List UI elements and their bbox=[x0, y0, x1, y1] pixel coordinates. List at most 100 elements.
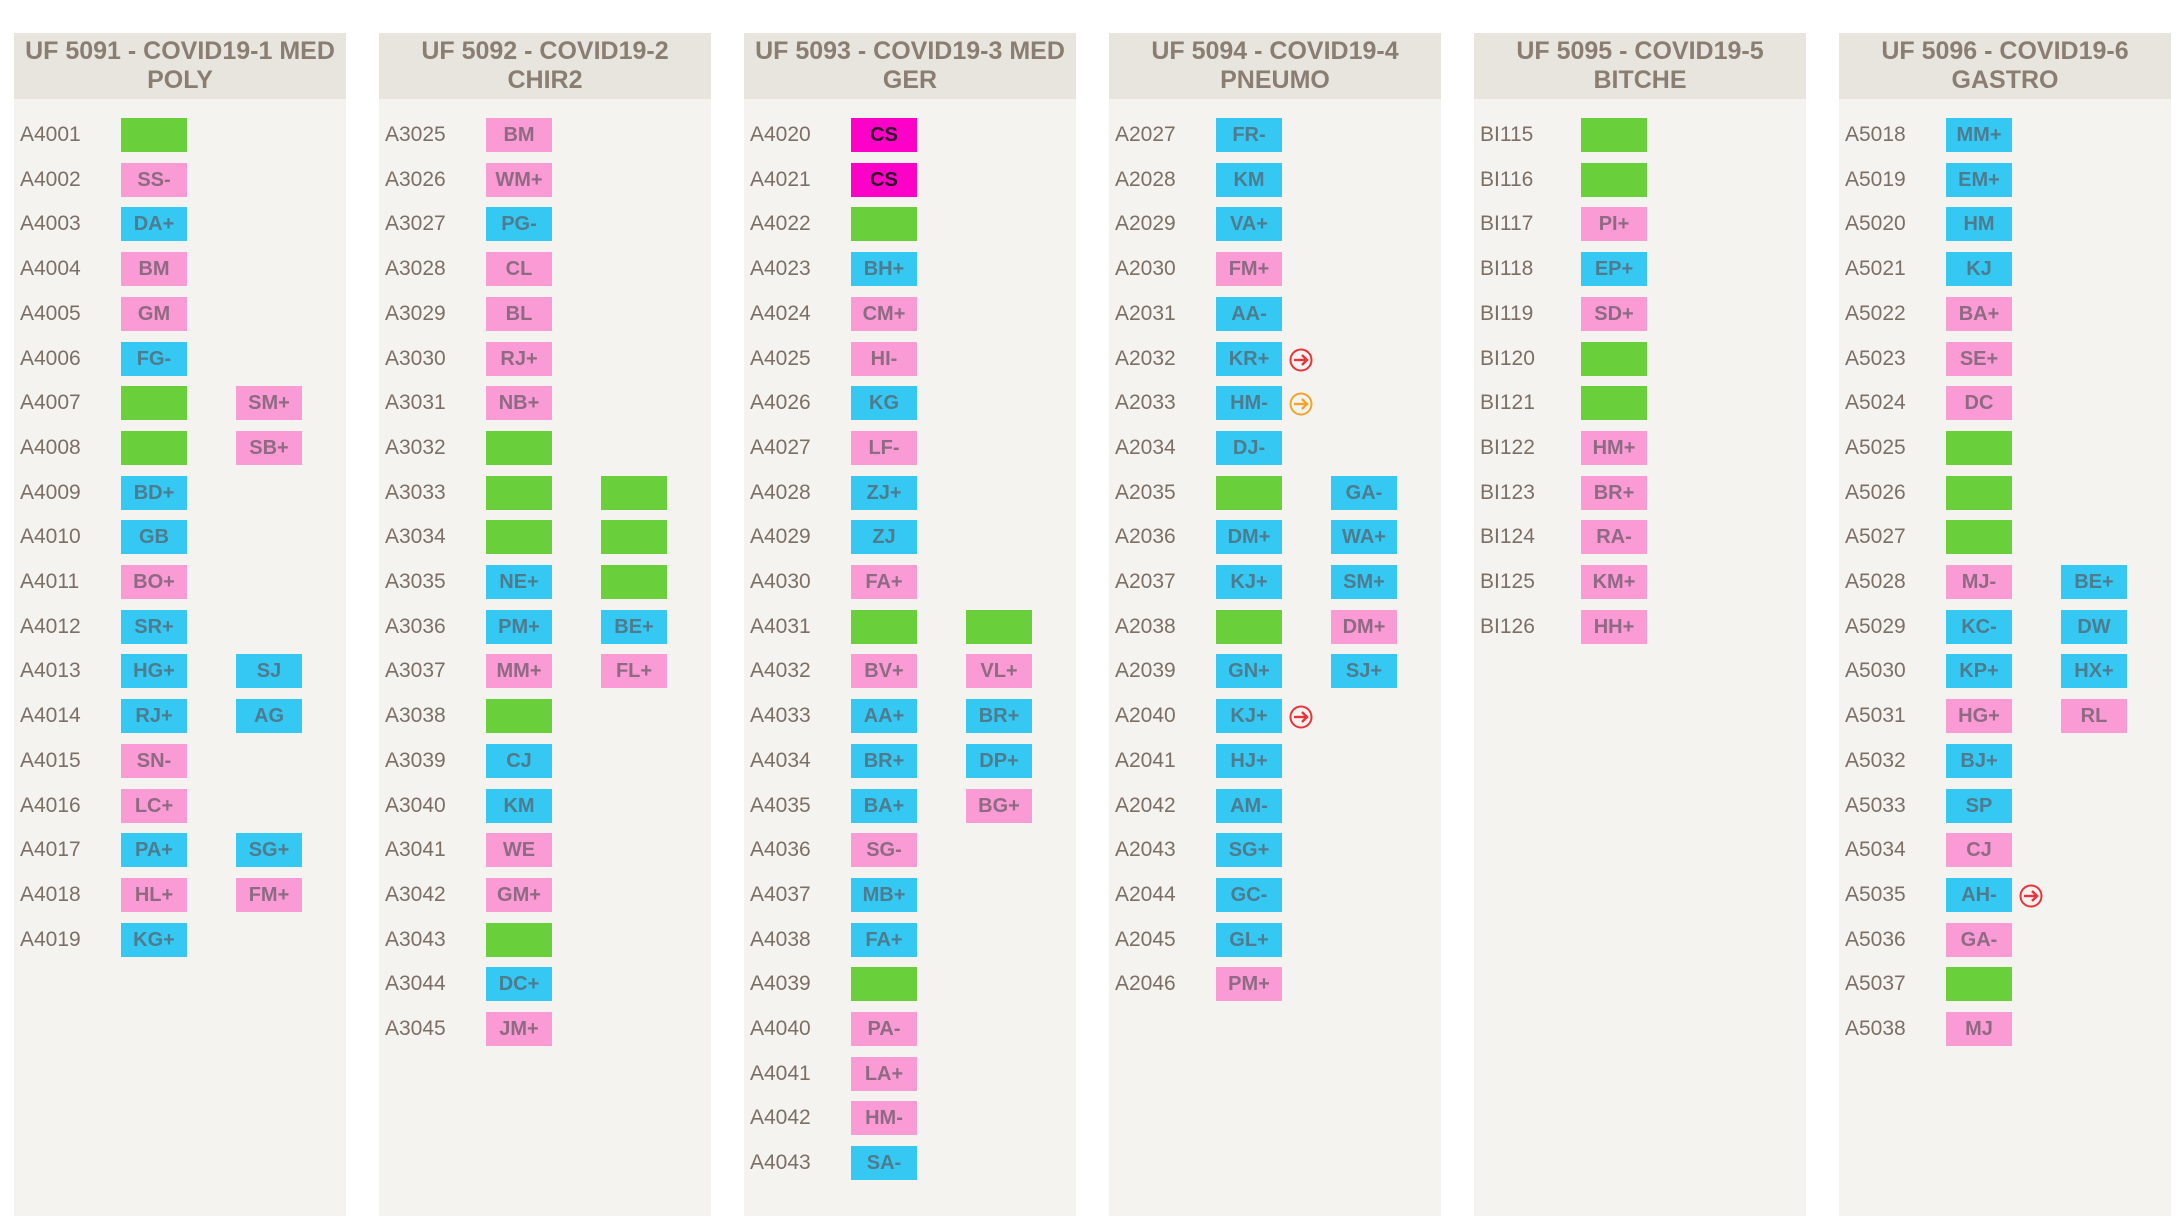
patient-badge[interactable]: SM+ bbox=[1331, 565, 1397, 599]
free-bed-slot[interactable] bbox=[1581, 386, 1647, 421]
patient-badge[interactable]: FA+ bbox=[851, 565, 917, 599]
patient-badge[interactable]: DM+ bbox=[1216, 520, 1282, 555]
patient-badge[interactable]: GL+ bbox=[1216, 922, 1282, 957]
patient-badge[interactable]: AM- bbox=[1216, 788, 1282, 823]
patient-badge[interactable]: MM+ bbox=[1946, 118, 2012, 152]
patient-badge[interactable]: KP+ bbox=[1946, 654, 2012, 689]
patient-badge[interactable]: HM- bbox=[851, 1101, 917, 1136]
patient-badge[interactable]: NE+ bbox=[486, 565, 552, 599]
patient-badge[interactable]: LA+ bbox=[851, 1056, 917, 1091]
patient-badge[interactable]: DM+ bbox=[1331, 609, 1397, 644]
patient-badge[interactable]: SP bbox=[1946, 788, 2012, 823]
patient-badge[interactable]: BE+ bbox=[2061, 565, 2127, 599]
patient-badge[interactable]: BL bbox=[486, 296, 552, 331]
patient-badge[interactable]: FM+ bbox=[236, 877, 302, 912]
patient-badge[interactable]: PA+ bbox=[121, 833, 187, 868]
patient-badge[interactable]: BR+ bbox=[1581, 475, 1647, 510]
patient-badge[interactable]: GB bbox=[121, 520, 187, 555]
patient-badge[interactable]: HM- bbox=[1216, 386, 1282, 421]
patient-badge[interactable]: CS bbox=[851, 162, 917, 197]
patient-badge[interactable]: HL+ bbox=[121, 877, 187, 912]
free-bed-slot[interactable] bbox=[601, 475, 667, 510]
patient-badge[interactable]: KG bbox=[851, 386, 917, 421]
patient-badge[interactable]: LF- bbox=[851, 430, 917, 465]
patient-badge[interactable]: JM+ bbox=[486, 1012, 552, 1046]
patient-badge[interactable]: SJ+ bbox=[1331, 654, 1397, 689]
free-bed-slot[interactable] bbox=[851, 967, 917, 1002]
patient-badge[interactable]: AH- bbox=[1946, 877, 2012, 912]
patient-badge[interactable]: PI+ bbox=[1581, 207, 1647, 242]
patient-badge[interactable]: DC+ bbox=[486, 967, 552, 1002]
free-bed-slot[interactable] bbox=[1216, 609, 1282, 644]
patient-badge[interactable]: BE+ bbox=[601, 609, 667, 644]
patient-badge[interactable]: BG+ bbox=[966, 788, 1032, 823]
patient-badge[interactable]: DP+ bbox=[966, 743, 1032, 778]
patient-badge[interactable]: SG+ bbox=[236, 833, 302, 868]
patient-badge[interactable]: BA+ bbox=[1946, 296, 2012, 331]
patient-badge[interactable]: HM bbox=[1946, 207, 2012, 242]
patient-badge[interactable]: AA+ bbox=[851, 699, 917, 734]
free-bed-slot[interactable] bbox=[851, 609, 917, 644]
patient-badge[interactable]: DC bbox=[1946, 386, 2012, 421]
patient-badge[interactable]: ZJ+ bbox=[851, 475, 917, 510]
patient-badge[interactable]: GA- bbox=[1331, 475, 1397, 510]
patient-badge[interactable]: SJ bbox=[236, 654, 302, 689]
patient-badge[interactable]: BR+ bbox=[966, 699, 1032, 734]
patient-badge[interactable]: FM+ bbox=[1216, 252, 1282, 287]
patient-badge[interactable]: BJ+ bbox=[1946, 743, 2012, 778]
patient-badge[interactable]: KM+ bbox=[1581, 565, 1647, 599]
patient-badge[interactable]: WA+ bbox=[1331, 520, 1397, 555]
patient-badge[interactable]: KJ+ bbox=[1216, 565, 1282, 599]
patient-badge[interactable]: FL+ bbox=[601, 654, 667, 689]
patient-badge[interactable]: WE bbox=[486, 833, 552, 868]
patient-badge[interactable]: KC- bbox=[1946, 609, 2012, 644]
patient-badge[interactable]: EM+ bbox=[1946, 162, 2012, 197]
patient-badge[interactable]: ZJ bbox=[851, 520, 917, 555]
exit-icon[interactable] bbox=[1288, 347, 1314, 373]
patient-badge[interactable]: EP+ bbox=[1581, 252, 1647, 287]
patient-badge[interactable]: HM+ bbox=[1581, 430, 1647, 465]
patient-badge[interactable]: HH+ bbox=[1581, 609, 1647, 644]
exit-icon[interactable] bbox=[1288, 704, 1314, 730]
patient-badge[interactable]: BD+ bbox=[121, 475, 187, 510]
patient-badge[interactable]: BA+ bbox=[851, 788, 917, 823]
patient-badge[interactable]: SG- bbox=[851, 833, 917, 868]
free-bed-slot[interactable] bbox=[1946, 967, 2012, 1002]
patient-badge[interactable]: WM+ bbox=[486, 162, 552, 197]
patient-badge[interactable]: HX+ bbox=[2061, 654, 2127, 689]
patient-badge[interactable]: SG+ bbox=[1216, 833, 1282, 868]
patient-badge[interactable]: SM+ bbox=[236, 386, 302, 421]
patient-badge[interactable]: HG+ bbox=[121, 654, 187, 689]
exit-icon[interactable] bbox=[1288, 391, 1314, 417]
patient-badge[interactable]: DW bbox=[2061, 609, 2127, 644]
patient-badge[interactable]: RA- bbox=[1581, 520, 1647, 555]
free-bed-slot[interactable] bbox=[486, 430, 552, 465]
free-bed-slot[interactable] bbox=[486, 699, 552, 734]
exit-icon[interactable] bbox=[2018, 883, 2044, 909]
patient-badge[interactable]: AA- bbox=[1216, 296, 1282, 331]
patient-badge[interactable]: RL bbox=[2061, 699, 2127, 734]
patient-badge[interactable]: KJ+ bbox=[1216, 699, 1282, 734]
free-bed-slot[interactable] bbox=[121, 386, 187, 421]
patient-badge[interactable]: KG+ bbox=[121, 922, 187, 957]
patient-badge[interactable]: VA+ bbox=[1216, 207, 1282, 242]
free-bed-slot[interactable] bbox=[1581, 341, 1647, 376]
free-bed-slot[interactable] bbox=[601, 565, 667, 599]
patient-badge[interactable]: VL+ bbox=[966, 654, 1032, 689]
patient-badge[interactable]: MJ bbox=[1946, 1012, 2012, 1046]
free-bed-slot[interactable] bbox=[601, 520, 667, 555]
free-bed-slot[interactable] bbox=[1581, 118, 1647, 152]
patient-badge[interactable]: GA- bbox=[1946, 922, 2012, 957]
patient-badge[interactable]: SE+ bbox=[1946, 341, 2012, 376]
free-bed-slot[interactable] bbox=[851, 207, 917, 242]
patient-badge[interactable]: CS bbox=[851, 118, 917, 152]
free-bed-slot[interactable] bbox=[121, 430, 187, 465]
patient-badge[interactable]: GC- bbox=[1216, 877, 1282, 912]
patient-badge[interactable]: FG- bbox=[121, 341, 187, 376]
patient-badge[interactable]: CJ bbox=[486, 743, 552, 778]
patient-badge[interactable]: HI- bbox=[851, 341, 917, 376]
patient-badge[interactable]: KM bbox=[1216, 162, 1282, 197]
patient-badge[interactable]: SA- bbox=[851, 1146, 917, 1181]
patient-badge[interactable]: SD+ bbox=[1581, 296, 1647, 331]
patient-badge[interactable]: FR- bbox=[1216, 118, 1282, 152]
